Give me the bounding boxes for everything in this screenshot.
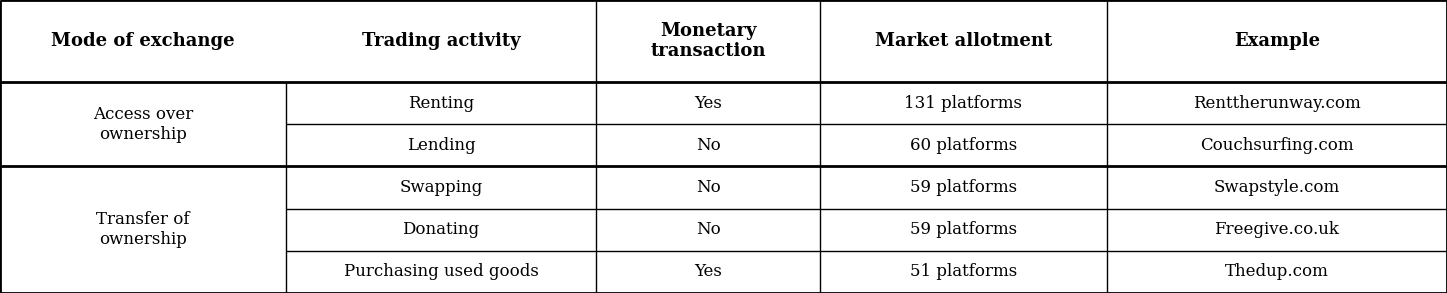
Text: Renting: Renting <box>408 95 475 112</box>
Text: 131 platforms: 131 platforms <box>904 95 1023 112</box>
Text: 59 platforms: 59 platforms <box>910 221 1017 238</box>
Text: No: No <box>696 221 721 238</box>
Text: No: No <box>696 179 721 196</box>
Text: Couchsurfing.com: Couchsurfing.com <box>1200 137 1353 154</box>
Text: Freegive.co.uk: Freegive.co.uk <box>1214 221 1340 238</box>
Text: No: No <box>696 137 721 154</box>
Text: Yes: Yes <box>695 263 722 280</box>
Text: Example: Example <box>1234 32 1320 50</box>
Text: Lending: Lending <box>407 137 476 154</box>
Text: Swapstyle.com: Swapstyle.com <box>1214 179 1340 196</box>
Text: Renttherunway.com: Renttherunway.com <box>1192 95 1360 112</box>
Text: Transfer of
ownership: Transfer of ownership <box>97 212 190 248</box>
Text: Swapping: Swapping <box>399 179 483 196</box>
Text: Purchasing used goods: Purchasing used goods <box>343 263 538 280</box>
Text: Access over
ownership: Access over ownership <box>93 106 194 142</box>
Text: Donating: Donating <box>402 221 479 238</box>
Text: 60 platforms: 60 platforms <box>910 137 1017 154</box>
Text: Market allotment: Market allotment <box>875 32 1052 50</box>
Text: Monetary
transaction: Monetary transaction <box>650 22 765 60</box>
Text: 51 platforms: 51 platforms <box>910 263 1017 280</box>
Text: Thedup.com: Thedup.com <box>1224 263 1328 280</box>
Text: 59 platforms: 59 platforms <box>910 179 1017 196</box>
Text: Mode of exchange: Mode of exchange <box>51 32 234 50</box>
Text: Trading activity: Trading activity <box>362 32 521 50</box>
Text: Yes: Yes <box>695 95 722 112</box>
